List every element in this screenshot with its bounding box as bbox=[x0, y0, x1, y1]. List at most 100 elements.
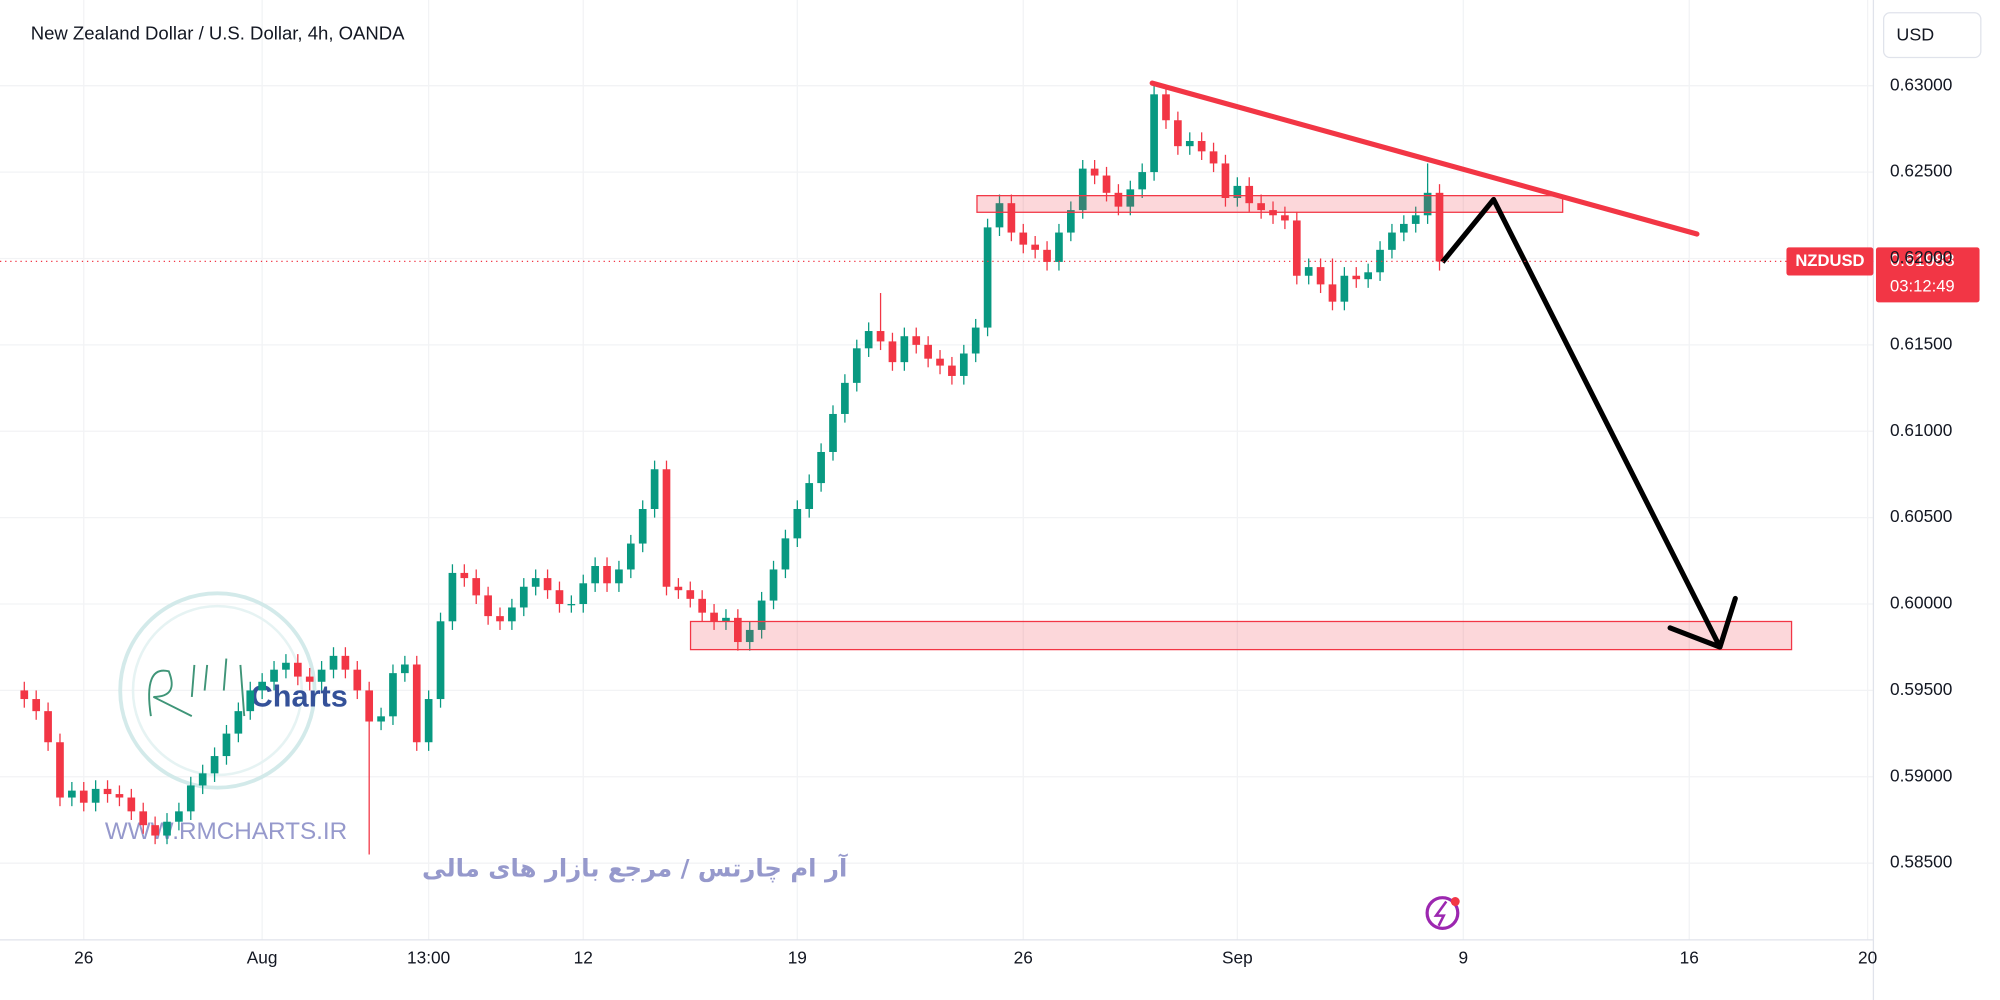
candle-body bbox=[389, 673, 397, 717]
candle-body bbox=[1031, 244, 1040, 250]
candle-body bbox=[1257, 203, 1265, 211]
currency-button[interactable] bbox=[1882, 12, 1982, 59]
candle-body bbox=[1233, 185, 1242, 199]
candle-body bbox=[1090, 168, 1099, 176]
overlay: NZDUSD 0.61983 03:12:49 bbox=[0, 247, 1980, 303]
candle-body bbox=[1067, 210, 1075, 233]
candle-body bbox=[1055, 232, 1063, 262]
logo-text: Charts bbox=[251, 678, 348, 713]
resistance-zone bbox=[976, 195, 1564, 213]
candle-body bbox=[115, 794, 124, 798]
x-tick-label: 19 bbox=[788, 948, 807, 968]
candle-body bbox=[650, 469, 659, 509]
candle-body bbox=[626, 543, 635, 570]
candle-body bbox=[686, 590, 695, 599]
symbol-tag bbox=[1786, 247, 1874, 276]
y-tick-label: 0.59500 bbox=[1890, 679, 1952, 699]
candle-body bbox=[1423, 192, 1432, 216]
support-zone bbox=[689, 620, 1793, 651]
logo-ring bbox=[118, 591, 317, 790]
x-tick-label: Aug bbox=[247, 948, 278, 968]
candle-body bbox=[1114, 192, 1123, 207]
candle-body bbox=[448, 572, 457, 622]
currency-label[interactable]: USD bbox=[1896, 25, 1934, 45]
candle-body bbox=[781, 538, 790, 570]
candle-body bbox=[1162, 94, 1170, 121]
candle-body bbox=[293, 662, 302, 677]
candle-body bbox=[234, 711, 243, 734]
candle-body bbox=[1292, 220, 1301, 276]
y-tick-label: 0.63000 bbox=[1890, 74, 1952, 94]
trend-line bbox=[1149, 80, 1700, 237]
x-tick-label: 20 bbox=[1858, 948, 1877, 968]
candle-body bbox=[1316, 267, 1325, 285]
candle-body bbox=[912, 336, 921, 345]
candle-body bbox=[567, 604, 576, 606]
candle-body bbox=[1304, 267, 1313, 276]
candle-body bbox=[460, 572, 469, 579]
candle-body bbox=[757, 600, 766, 630]
candle-body bbox=[210, 756, 219, 774]
candle-body bbox=[32, 699, 41, 712]
lightning-icon[interactable] bbox=[1425, 896, 1460, 930]
y-tick-label: 0.61000 bbox=[1890, 420, 1952, 440]
grid-layer bbox=[0, 0, 1874, 940]
candle-body bbox=[1221, 163, 1230, 199]
candle-body bbox=[198, 773, 207, 786]
candle-body bbox=[1019, 232, 1028, 245]
candle-body bbox=[329, 655, 338, 670]
candle-body bbox=[959, 353, 968, 376]
candle-body bbox=[377, 716, 385, 722]
candle-body bbox=[1328, 284, 1337, 302]
candle-body bbox=[317, 669, 326, 682]
candle-body bbox=[139, 811, 148, 826]
candle-body bbox=[769, 569, 778, 601]
candle-body bbox=[555, 590, 564, 605]
countdown-label: 03:12:49 bbox=[1890, 276, 1955, 295]
candle-body bbox=[1007, 203, 1016, 233]
candle-body bbox=[829, 413, 837, 452]
candle-body bbox=[1364, 272, 1372, 280]
y-tick-label: 0.59000 bbox=[1890, 765, 1952, 785]
candle-body bbox=[543, 578, 552, 591]
candle-body bbox=[1209, 151, 1218, 164]
y-tick-label: 0.58500 bbox=[1890, 852, 1952, 872]
candle-body bbox=[817, 451, 825, 484]
candle-body bbox=[876, 331, 885, 342]
x-tick-label: Sep bbox=[1222, 948, 1253, 968]
drawings bbox=[689, 80, 1793, 651]
candle-body bbox=[246, 690, 255, 712]
candle-body bbox=[436, 621, 445, 700]
last-price-label: 0.61983 bbox=[1890, 250, 1955, 270]
candle-body bbox=[745, 629, 754, 643]
y-tick-label: 0.60500 bbox=[1890, 506, 1952, 526]
candle-body bbox=[710, 612, 718, 622]
candle-body bbox=[186, 785, 195, 812]
arrow-head bbox=[1667, 595, 1738, 650]
x-tick-label: 13:00 bbox=[407, 948, 450, 968]
candle-body bbox=[591, 566, 599, 584]
candle-body bbox=[579, 583, 588, 605]
x-tick-label: 16 bbox=[1680, 948, 1699, 968]
candle-body bbox=[484, 595, 492, 617]
candle-body bbox=[508, 607, 516, 622]
candle-body bbox=[222, 733, 231, 757]
candle-body bbox=[91, 788, 100, 803]
candle-body bbox=[1400, 223, 1408, 233]
candle-body bbox=[1411, 215, 1420, 224]
candle-body bbox=[44, 711, 52, 743]
candle-body bbox=[472, 578, 481, 596]
candle-body bbox=[852, 348, 861, 383]
candle-body bbox=[1435, 192, 1444, 262]
candle-body bbox=[1126, 189, 1135, 207]
candle-body bbox=[401, 664, 409, 674]
candle-body bbox=[424, 699, 433, 743]
candle-body bbox=[56, 742, 64, 798]
candle-body bbox=[983, 227, 992, 328]
y-tick-label: 0.60000 bbox=[1890, 593, 1952, 613]
candle-body bbox=[1078, 168, 1087, 211]
candle-body bbox=[496, 616, 504, 622]
candle-body bbox=[900, 336, 909, 363]
